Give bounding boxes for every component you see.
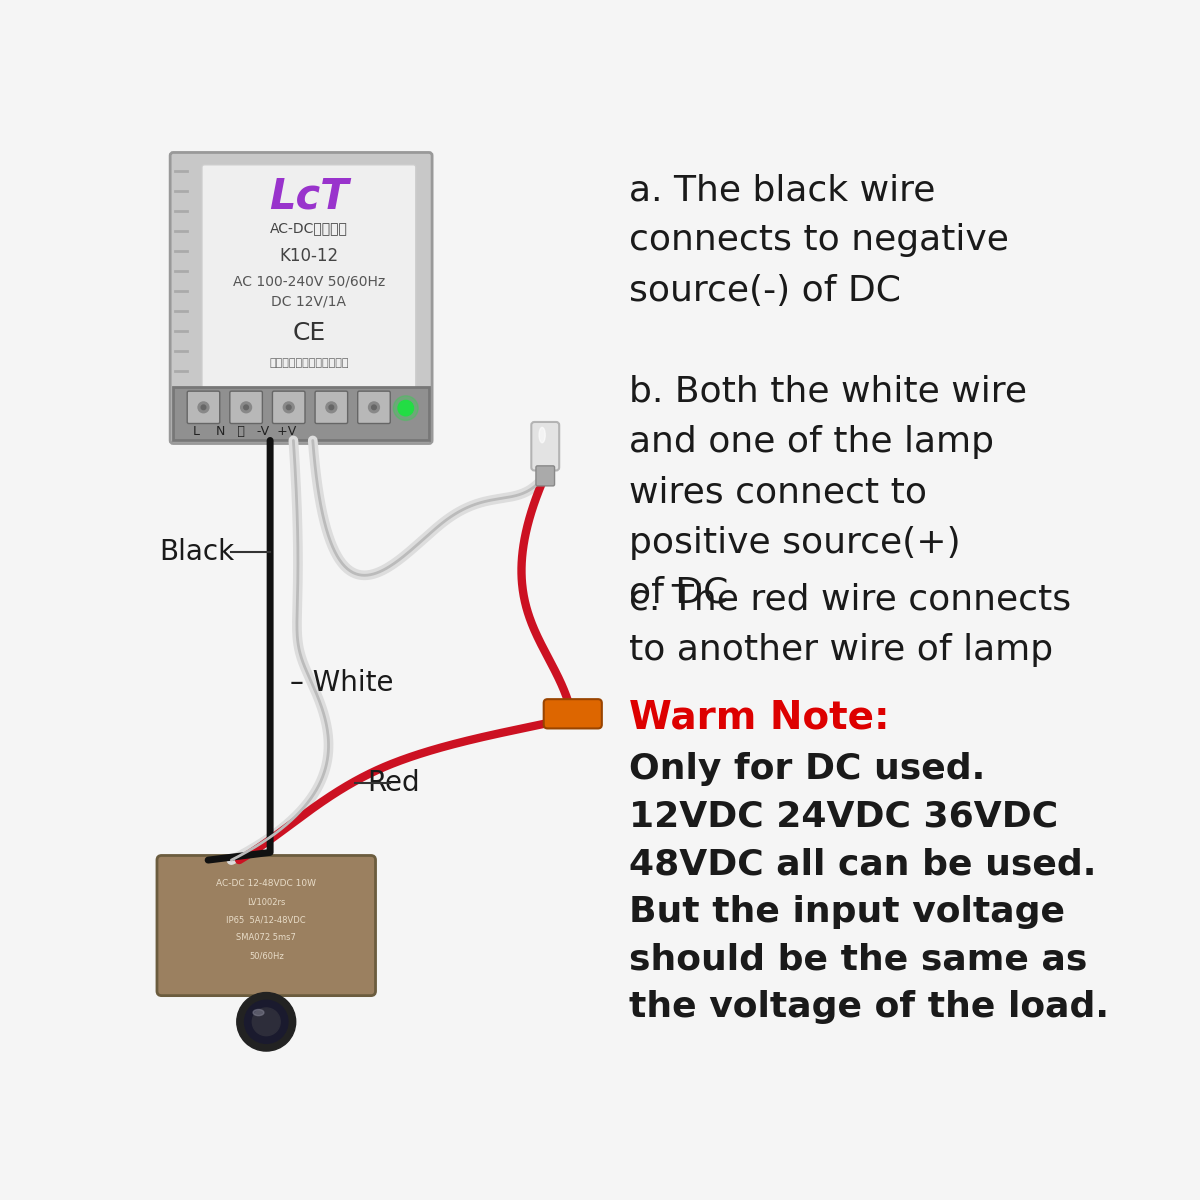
Circle shape	[372, 406, 377, 409]
Text: 50/60Hz: 50/60Hz	[248, 952, 283, 961]
Bar	[173, 386, 430, 440]
Circle shape	[202, 406, 206, 409]
Text: L    N   ⏚   -V  +V: L N ⏚ -V +V	[193, 425, 296, 438]
Text: – White: – White	[289, 670, 394, 697]
Circle shape	[368, 402, 379, 413]
FancyBboxPatch shape	[187, 391, 220, 424]
Text: AC 100-240V 50/60Hz: AC 100-240V 50/60Hz	[233, 274, 385, 288]
Circle shape	[241, 402, 252, 413]
Text: b. Both the white wire
and one of the lamp
wires connect to
positive source(+)
o: b. Both the white wire and one of the la…	[629, 374, 1027, 610]
Circle shape	[252, 1008, 281, 1036]
FancyBboxPatch shape	[358, 391, 390, 424]
Ellipse shape	[539, 427, 545, 443]
Circle shape	[326, 402, 337, 413]
Circle shape	[283, 402, 294, 413]
Text: Warm Note:: Warm Note:	[629, 698, 889, 737]
FancyBboxPatch shape	[157, 856, 376, 996]
Text: DC 12V/1A: DC 12V/1A	[271, 295, 347, 308]
Text: K10-12: K10-12	[280, 247, 338, 265]
Text: CE: CE	[293, 320, 325, 344]
Text: Red: Red	[367, 769, 420, 797]
Circle shape	[245, 1001, 288, 1043]
Text: Only for DC used.
12VDC 24VDC 36VDC
48VDC all can be used.
But the input voltage: Only for DC used. 12VDC 24VDC 36VDC 48VD…	[629, 752, 1109, 1024]
Text: AC-DC开关电源: AC-DC开关电源	[270, 222, 348, 235]
Text: 厦门力通电源科技有限公司: 厦门力通电源科技有限公司	[269, 359, 349, 368]
FancyBboxPatch shape	[544, 700, 602, 728]
Circle shape	[287, 406, 292, 409]
Text: a. The black wire
connects to negative
source(-) of DC: a. The black wire connects to negative s…	[629, 173, 1009, 307]
Circle shape	[329, 406, 334, 409]
Text: Black: Black	[160, 538, 234, 566]
FancyBboxPatch shape	[170, 152, 432, 444]
Text: AC-DC 12-48VDC 10W: AC-DC 12-48VDC 10W	[216, 878, 317, 888]
Ellipse shape	[253, 1009, 264, 1015]
FancyBboxPatch shape	[536, 466, 554, 486]
FancyBboxPatch shape	[272, 391, 305, 424]
Circle shape	[198, 402, 209, 413]
Text: LV1002rs: LV1002rs	[247, 898, 286, 907]
Circle shape	[244, 406, 248, 409]
FancyBboxPatch shape	[316, 391, 348, 424]
FancyBboxPatch shape	[230, 391, 263, 424]
Text: LcT: LcT	[269, 175, 349, 217]
FancyBboxPatch shape	[202, 164, 416, 408]
Circle shape	[398, 401, 414, 416]
Circle shape	[236, 992, 295, 1051]
Circle shape	[394, 396, 418, 420]
FancyBboxPatch shape	[532, 422, 559, 470]
Text: IP65  5A/12-48VDC: IP65 5A/12-48VDC	[227, 916, 306, 925]
Text: SMA072 5ms7: SMA072 5ms7	[236, 932, 296, 942]
Text: c. The red wire connects
to another wire of lamp: c. The red wire connects to another wire…	[629, 583, 1072, 667]
